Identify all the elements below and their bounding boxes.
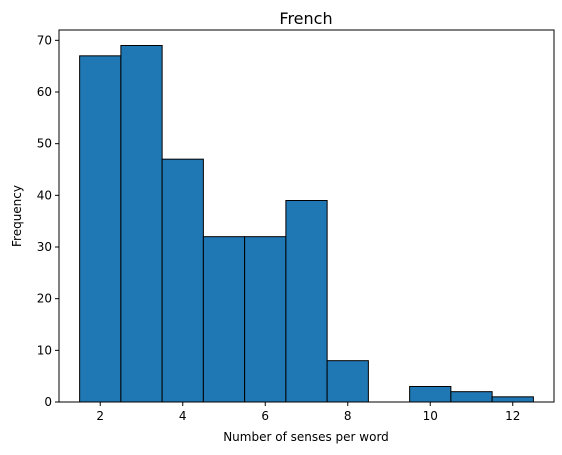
histogram-bar bbox=[161, 158, 204, 403]
y-axis-ticks: 0 10 20 30 40 50 60 70 bbox=[37, 33, 59, 409]
chart-title: French bbox=[279, 9, 332, 28]
x-tick-label: 6 bbox=[261, 409, 269, 423]
y-tick-label: 20 bbox=[37, 292, 52, 306]
y-tick-label: 10 bbox=[37, 343, 52, 357]
y-tick-label: 30 bbox=[37, 240, 52, 254]
histogram-bar bbox=[79, 55, 122, 403]
bars-group bbox=[79, 45, 534, 403]
histogram-bar bbox=[491, 396, 534, 403]
histogram-bar bbox=[120, 45, 163, 403]
histogram-bar bbox=[450, 391, 493, 403]
histogram-bar bbox=[202, 236, 246, 403]
y-tick-label: 0 bbox=[44, 395, 52, 409]
x-tick-label: 12 bbox=[505, 409, 520, 423]
y-tick-label: 60 bbox=[37, 85, 52, 99]
y-tick-label: 50 bbox=[37, 137, 52, 151]
x-axis-label: Number of senses per word bbox=[223, 430, 389, 444]
y-tick-label: 70 bbox=[37, 33, 52, 47]
histogram-bar bbox=[409, 386, 452, 403]
x-tick-label: 4 bbox=[179, 409, 187, 423]
histogram-bar bbox=[244, 236, 287, 403]
x-tick-label: 8 bbox=[344, 409, 352, 423]
x-tick-label: 10 bbox=[423, 409, 438, 423]
histogram-bar bbox=[326, 360, 369, 403]
y-axis-label: Frequency bbox=[10, 185, 24, 247]
y-tick-label: 40 bbox=[37, 188, 52, 202]
x-tick-label: 2 bbox=[96, 409, 104, 423]
x-axis-ticks: 2 4 6 8 10 12 bbox=[96, 402, 520, 423]
plot-frame bbox=[58, 29, 555, 403]
histogram-bar bbox=[285, 200, 328, 403]
